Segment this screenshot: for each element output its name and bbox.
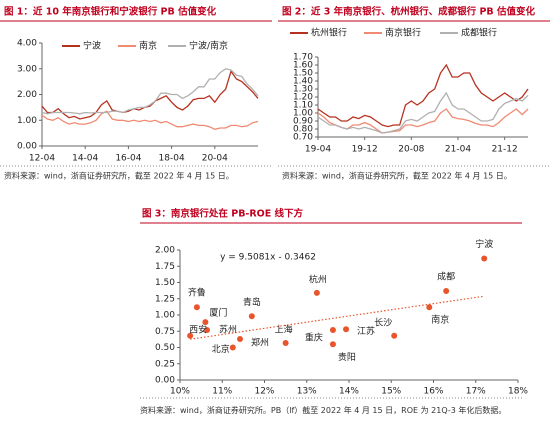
y-tick-label: 4.00 [17,39,37,49]
x-tick-label: 19-12 [352,145,378,155]
x-tick-label: 14% [339,387,359,397]
y-tick-label: 1.00 [293,109,313,119]
point-label: 西安 [189,323,207,335]
legend-label: 宁波 [83,40,101,52]
y-tick-label: 1.60 [293,61,313,71]
chart-title: 图 2：近 3 年南京银行、杭州银行、成都银行 PB 估值变化 [282,6,535,18]
y-tick-label: 1.40 [293,77,313,87]
source: 资料来源：wind，浙商证券研究所，截至 2022 年 4 月 15 日。 [282,171,512,181]
source: 资料来源：wind，浙商证券研究所，截至 2022 年 4 月 15 日。 [4,171,234,181]
y-tick-label: 1.25 [155,294,175,304]
point-label: 郑州 [251,337,269,349]
x-tick-label: 19-04 [305,145,331,155]
point [443,287,450,294]
y-tick-label: 1.00 [155,311,175,321]
source: 资料来源：wind，浙商证券研究所。PB（lf）截至 2022 年 4 月 15… [140,406,507,415]
y-tick-label: 1.50 [155,278,175,288]
point-label: 成都 [437,270,455,282]
point [193,304,200,311]
y-tick-label: 1.10 [293,101,313,111]
point [229,344,236,351]
y-tick-label: 0.50 [155,343,175,353]
x-tick-label: 18% [508,387,528,397]
series-line [41,110,259,130]
point-label: 南京 [431,314,449,326]
point [236,336,243,343]
y-tick-label: 1.20 [293,93,313,103]
series-line [41,69,259,120]
y-tick-label: 0.00 [155,376,175,386]
point-label: 宁波 [475,238,493,250]
x-tick-label: 11% [212,387,232,397]
x-tick-label: 20-04 [202,154,228,164]
x-tick-label: 13% [297,387,317,397]
point [313,289,320,296]
y-tick-label: 1.00 [17,116,37,126]
x-tick-label: 18-04 [159,154,185,164]
trendline-equation: y = 9.5081x - 0.3462 [220,253,316,263]
point-label: 重庆 [305,331,323,343]
chart-title: 图 3：南京银行处在 PB-ROE 线下方 [142,208,304,220]
series-line [41,68,259,115]
point-label: 青岛 [243,296,261,308]
trendline [190,295,485,340]
legend-label: 南京 [139,40,157,52]
legend-label: 宁波/南京 [189,40,228,52]
point [204,326,211,333]
y-tick-label: 0.00 [17,142,37,152]
y-tick-label: 1.75 [155,262,175,272]
x-tick-label: 16-04 [115,154,141,164]
x-tick-label: 16% [423,387,443,397]
point [202,319,209,326]
y-tick-label: 0.25 [155,359,175,369]
point [329,341,336,348]
y-tick-label: 0.70 [293,133,313,143]
point [426,304,433,311]
point-label: 长沙 [374,316,392,328]
series-line [317,108,529,134]
series-line [317,63,529,128]
y-tick-label: 2.00 [155,246,175,256]
point [187,332,194,339]
series-line [317,91,529,134]
y-tick-label: 2.00 [17,90,37,100]
x-tick-label: 12% [254,387,274,397]
point-label: 齐鲁 [188,287,206,299]
point [343,326,350,333]
x-tick-label: 12-04 [29,154,55,164]
y-tick-label: 0.80 [293,125,313,135]
point [481,255,488,262]
y-tick-label: 1.50 [293,69,313,79]
point-label: 北京 [212,343,230,355]
point-label: 江苏 [357,325,375,337]
point-label: 厦门 [209,307,227,319]
x-tick-label: 17% [466,387,486,397]
x-tick-label: 20-08 [398,145,424,155]
y-tick-label: 0.75 [155,327,175,337]
point [248,313,255,320]
x-tick-label: 21-12 [492,145,518,155]
point-label: 上海 [275,323,293,335]
x-tick-label: 21-04 [445,145,471,155]
point-label: 杭州 [309,273,327,285]
legend-label: 杭州银行 [311,27,347,39]
legend-label: 南京银行 [385,27,421,39]
point-label: 苏州 [219,323,237,335]
point [282,339,289,346]
x-tick-label: 10% [170,387,190,397]
y-tick-label: 3.00 [17,64,37,74]
point [391,332,398,339]
legend-label: 成都银行 [461,27,497,39]
y-tick-label: 0.90 [293,117,313,127]
y-tick-label: 1.30 [293,85,313,95]
x-tick-label: 15% [381,387,401,397]
chart-title: 图 1：近 10 年南京银行和宁波银行 PB 估值变化 [4,6,217,18]
point-label: 贵阳 [338,351,356,363]
x-tick-label: 14-04 [72,154,98,164]
y-tick-label: 1.70 [293,53,313,63]
point [329,326,336,333]
